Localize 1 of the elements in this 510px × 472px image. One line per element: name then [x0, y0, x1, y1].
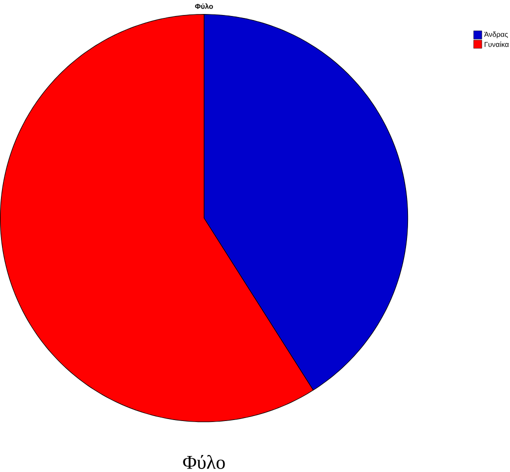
text: Φύλο: [183, 454, 225, 469]
